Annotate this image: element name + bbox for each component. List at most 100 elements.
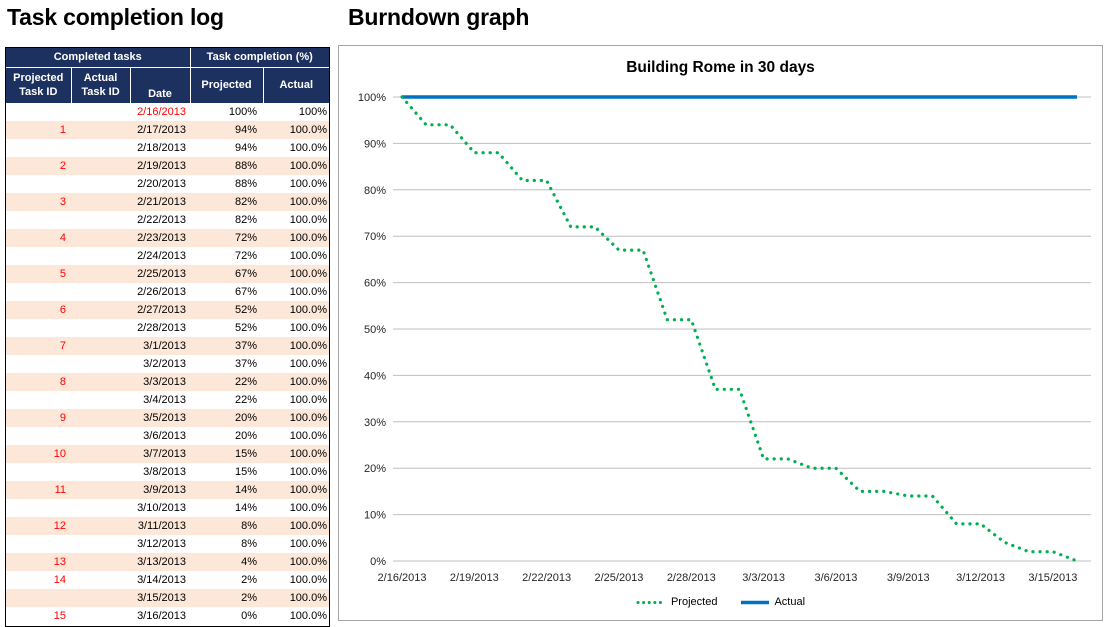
cell-date[interactable]: 2/20/2013 (137, 178, 186, 190)
cell-date[interactable]: 2/18/2013 (137, 142, 186, 154)
table-row[interactable]: 2/22/2013 82% 100.0% (6, 211, 329, 229)
cell-actual-task-id[interactable] (71, 265, 130, 283)
cell-actual-task-id[interactable] (71, 301, 130, 319)
cell-date[interactable]: 2/27/2013 (130, 301, 190, 319)
cell-projected-task-id[interactable] (6, 391, 71, 409)
table-row[interactable]: 3/6/2013 20% 100.0% (6, 427, 329, 445)
table-row[interactable]: 11 3/9/2013 14% 100.0% (6, 481, 329, 499)
cell-projected-pct[interactable]: 72% (190, 229, 263, 247)
cell-date[interactable]: 2/16/2013 (137, 106, 186, 118)
cell-projected-task-id[interactable]: 6 (6, 301, 71, 319)
cell-actual-task-id[interactable] (71, 391, 130, 409)
cell-projected-pct[interactable]: 72% (234, 250, 257, 262)
cell-date[interactable]: 2/26/2013 (137, 286, 186, 298)
cell-actual-pct[interactable]: 100.0% (263, 589, 329, 607)
table-row[interactable]: 2/26/2013 67% 100.0% (6, 283, 329, 301)
cell-projected-pct[interactable]: 0% (241, 610, 257, 622)
cell-projected-task-id[interactable] (6, 247, 71, 265)
cell-actual-pct[interactable]: 100.0% (263, 445, 329, 463)
cell-date[interactable]: 3/6/2013 (143, 430, 186, 442)
cell-projected-task-id[interactable] (6, 319, 71, 337)
cell-actual-task-id[interactable] (71, 571, 130, 589)
cell-actual-task-id[interactable] (71, 607, 130, 625)
table-row[interactable]: 2 2/19/2013 88% 100.0% (6, 157, 329, 175)
cell-projected-task-id[interactable]: 15 (53, 610, 66, 622)
cell-projected-pct[interactable]: 52% (190, 301, 263, 319)
cell-actual-pct[interactable]: 100.0% (263, 373, 329, 391)
cell-date[interactable]: 3/12/2013 (137, 538, 186, 550)
table-row[interactable]: 3/10/2013 14% 100.0% (6, 499, 329, 517)
cell-projected-task-id[interactable]: 1 (6, 121, 71, 139)
cell-actual-task-id[interactable] (71, 229, 130, 247)
cell-projected-task-id[interactable]: 13 (6, 553, 71, 571)
cell-projected-task-id[interactable]: 4 (6, 229, 71, 247)
cell-actual-pct[interactable]: 100.0% (263, 229, 329, 247)
cell-date[interactable]: 3/10/2013 (137, 502, 186, 514)
table-row[interactable]: 8 3/3/2013 22% 100.0% (6, 373, 329, 391)
cell-date[interactable]: 2/24/2013 (137, 250, 186, 262)
cell-actual-task-id[interactable] (71, 319, 130, 337)
cell-actual-pct[interactable]: 100.0% (263, 301, 329, 319)
cell-actual-pct[interactable]: 100.0% (289, 502, 327, 514)
cell-projected-pct[interactable]: 20% (190, 409, 263, 427)
cell-projected-pct[interactable]: 67% (234, 286, 257, 298)
table-row[interactable]: 2/20/2013 88% 100.0% (6, 175, 329, 193)
table-row[interactable]: 3/12/2013 8% 100.0% (6, 535, 329, 553)
table-row[interactable]: 5 2/25/2013 67% 100.0% (6, 265, 329, 283)
cell-date[interactable]: 3/2/2013 (143, 358, 186, 370)
cell-actual-task-id[interactable] (71, 139, 130, 157)
cell-actual-task-id[interactable] (71, 553, 130, 571)
cell-actual-pct[interactable]: 100.0% (263, 193, 329, 211)
cell-date[interactable]: 2/28/2013 (137, 322, 186, 334)
projected-series-line[interactable] (400, 95, 1079, 563)
cell-projected-task-id[interactable] (6, 211, 71, 229)
cell-actual-task-id[interactable] (71, 103, 130, 121)
cell-actual-task-id[interactable] (71, 589, 130, 607)
table-row[interactable]: 1 2/17/2013 94% 100.0% (6, 121, 329, 139)
table-row[interactable]: 14 3/14/2013 2% 100.0% (6, 571, 329, 589)
legend-item-actual[interactable]: Actual (739, 596, 805, 608)
cell-projected-pct[interactable]: 82% (234, 214, 257, 226)
cell-projected-pct[interactable]: 22% (190, 373, 263, 391)
cell-projected-pct[interactable]: 2% (190, 589, 263, 607)
cell-projected-task-id[interactable]: 7 (6, 337, 71, 355)
cell-actual-pct[interactable]: 100.0% (263, 337, 329, 355)
cell-projected-task-id[interactable] (6, 427, 71, 445)
cell-actual-pct[interactable]: 100.0% (263, 553, 329, 571)
cell-projected-task-id[interactable]: 10 (6, 445, 71, 463)
cell-date[interactable]: 2/22/2013 (137, 214, 186, 226)
cell-projected-task-id[interactable] (6, 103, 71, 121)
cell-projected-task-id[interactable] (6, 535, 71, 553)
cell-date[interactable]: 2/19/2013 (130, 157, 190, 175)
cell-date[interactable]: 3/9/2013 (130, 481, 190, 499)
cell-actual-pct[interactable]: 100.0% (263, 409, 329, 427)
cell-date[interactable]: 2/21/2013 (130, 193, 190, 211)
cell-projected-pct[interactable]: 94% (190, 121, 263, 139)
cell-actual-pct[interactable]: 100.0% (263, 157, 329, 175)
cell-projected-pct[interactable]: 22% (234, 394, 257, 406)
cell-actual-pct[interactable]: 100.0% (289, 214, 327, 226)
cell-projected-task-id[interactable] (6, 283, 71, 301)
cell-date[interactable]: 3/11/2013 (130, 517, 190, 535)
table-row[interactable]: 15 3/16/2013 0% 100.0% (6, 607, 329, 625)
cell-actual-pct[interactable]: 100% (298, 106, 327, 118)
cell-date[interactable]: 3/7/2013 (130, 445, 190, 463)
table-row[interactable]: 12 3/11/2013 8% 100.0% (6, 517, 329, 535)
table-row[interactable]: 2/28/2013 52% 100.0% (6, 319, 329, 337)
cell-actual-task-id[interactable] (71, 463, 130, 481)
table-row[interactable]: 3/4/2013 22% 100.0% (6, 391, 329, 409)
cell-projected-pct[interactable]: 14% (190, 481, 263, 499)
cell-actual-task-id[interactable] (71, 157, 130, 175)
cell-actual-task-id[interactable] (71, 535, 130, 553)
cell-date[interactable]: 2/23/2013 (130, 229, 190, 247)
cell-actual-pct[interactable]: 100.0% (289, 358, 327, 370)
cell-actual-pct[interactable]: 100.0% (289, 286, 327, 298)
cell-actual-task-id[interactable] (71, 499, 130, 517)
cell-actual-pct[interactable]: 100.0% (289, 538, 327, 550)
cell-actual-task-id[interactable] (71, 445, 130, 463)
cell-date[interactable]: 3/3/2013 (130, 373, 190, 391)
cell-actual-task-id[interactable] (71, 121, 130, 139)
cell-actual-pct[interactable]: 100.0% (289, 250, 327, 262)
cell-date[interactable]: 3/8/2013 (143, 466, 186, 478)
cell-projected-task-id[interactable]: 3 (6, 193, 71, 211)
